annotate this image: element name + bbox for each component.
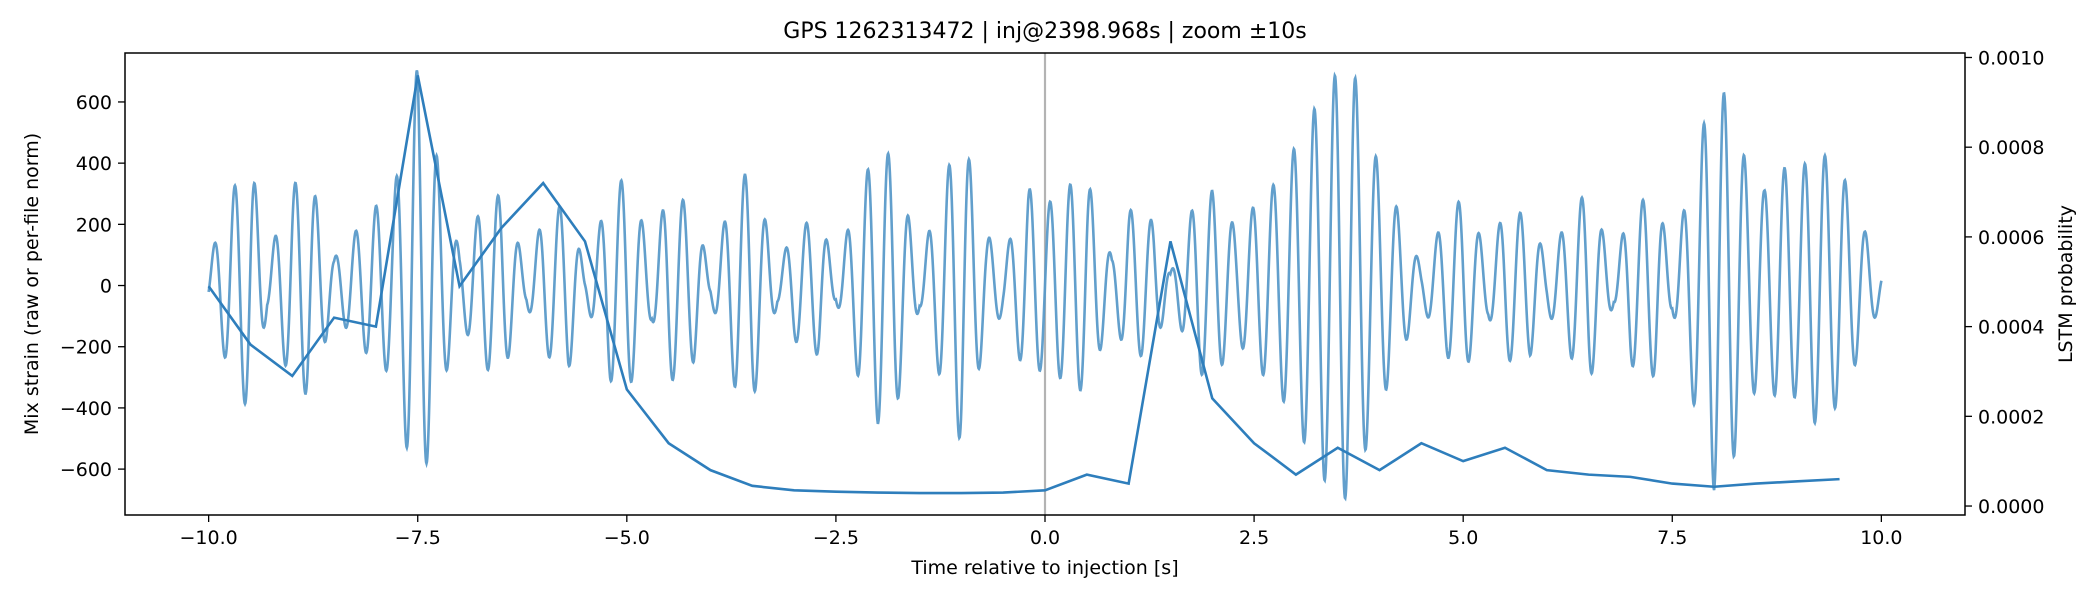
y-tick-label-right: 0.0002	[1978, 406, 2044, 428]
lstm-probability-series-line	[207, 75, 1840, 495]
x-tick-label: 10.0	[1860, 527, 1902, 549]
x-axis-label: Time relative to injection [s]	[910, 557, 1178, 579]
y-axis-label-right: LSTM probability	[2055, 205, 2077, 363]
axes: −10.0 −7.5 −5.0 −2.5 0.0 2.5 5.0 7.5 10.0 −600 −40…	[60, 47, 2045, 549]
x-tick-label: 2.5	[1239, 527, 1269, 549]
strain-series-line	[207, 70, 1883, 502]
y-tick-label-left: 0	[100, 276, 112, 298]
y-tick-label-left: 200	[76, 214, 112, 236]
chart-title: GPS 1262313472 | inj@2398.968s | zoom ±1…	[783, 19, 1306, 44]
x-tick-label: −2.5	[813, 527, 859, 549]
y-tick-label-left: 400	[76, 153, 112, 175]
y-tick-label-left: −400	[60, 398, 112, 420]
x-tick-label: 0.0	[1030, 527, 1060, 549]
plot-area	[207, 53, 1883, 515]
y-axis-label-left: Mix strain (raw or per-file norm)	[21, 133, 43, 435]
x-tick-label: 7.5	[1657, 527, 1687, 549]
y-tick-label-right: 0.0004	[1978, 317, 2044, 339]
x-tick-label: −7.5	[395, 527, 441, 549]
x-tick-label: −5.0	[604, 527, 650, 549]
y-tick-label-right: 0.0010	[1978, 47, 2044, 69]
y-tick-label-right: 0.0008	[1978, 137, 2044, 159]
x-tick-label: −10.0	[180, 527, 238, 549]
y-tick-label-left: −200	[60, 337, 112, 359]
y-tick-label-left: 600	[76, 92, 112, 114]
y-tick-label-right: 0.0006	[1978, 227, 2044, 249]
y-tick-label-left: −600	[60, 459, 112, 481]
y-tick-label-right: 0.0000	[1978, 496, 2044, 518]
x-tick-label: 5.0	[1448, 527, 1478, 549]
